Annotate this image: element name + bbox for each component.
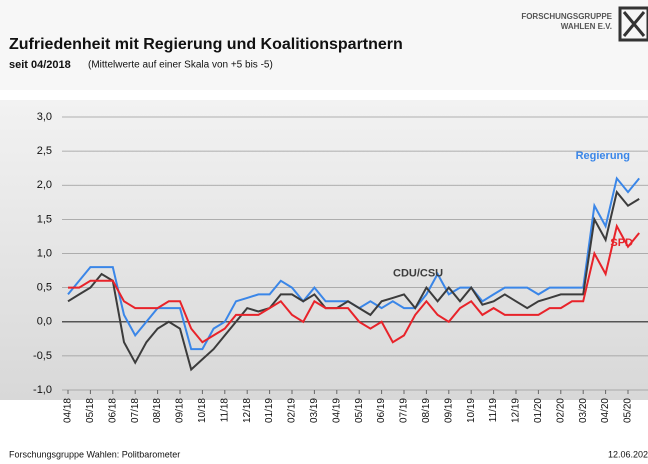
y-tick-label: 0,5 [37, 282, 52, 294]
x-tick-label: 01/20 [533, 398, 544, 423]
x-tick-label: 11/18 [219, 398, 230, 423]
x-tick-label: 10/18 [197, 398, 208, 423]
chart-title: Zufriedenheit mit Regierung und Koalitio… [9, 36, 403, 53]
x-tick-label: 03/19 [309, 398, 320, 423]
x-tick-label: 10/19 [466, 398, 477, 423]
lines [67, 176, 640, 372]
subtitle: seit 04/2018 [9, 59, 71, 71]
header-background [0, 0, 648, 90]
y-tick-label: -0,5 [33, 350, 52, 362]
y-tick-label: 2,0 [37, 179, 52, 191]
x-tick-label: 12/18 [242, 398, 253, 423]
date: 12.06.202 [608, 449, 648, 459]
x-tick-label: 12/19 [511, 398, 522, 423]
logo-text: WAHLEN E.V. [561, 22, 612, 31]
y-tick-label: 1,5 [37, 213, 52, 225]
x-tick-label: 09/19 [443, 398, 454, 423]
y-tick-label: -1,0 [33, 384, 52, 396]
x-tick-label: 06/19 [376, 398, 387, 423]
x-tick-label: 05/20 [623, 398, 634, 423]
x-tick-label: 08/18 [152, 398, 163, 423]
x-tick-label: 04/20 [600, 398, 611, 423]
x-tick-label: 03/20 [578, 398, 589, 423]
x-tick-label: 07/19 [399, 398, 410, 423]
x-tick-label: 11/19 [488, 398, 499, 423]
logo-icon [618, 6, 648, 42]
x-tick-label: 02/20 [555, 398, 566, 423]
series-label: CDU/CSU [393, 268, 443, 280]
series-line [67, 189, 640, 372]
x-tick-label: 04/18 [63, 398, 74, 423]
x-tick-label: 06/18 [107, 398, 118, 423]
source: Forschungsgruppe Wahlen: Politbarometer [9, 449, 180, 459]
x-tick-label: 01/19 [264, 398, 275, 423]
logo-text: FORSCHUNGSGRUPPE [521, 12, 612, 21]
x-tick-label: 08/19 [421, 398, 432, 423]
subtitle-note: (Mittelwerte auf einer Skala von +5 bis … [88, 60, 273, 71]
x-tick-label: 05/19 [354, 398, 365, 423]
x-tick-label: 04/19 [331, 398, 342, 423]
y-tick-label: 1,0 [37, 247, 52, 259]
y-tick-label: 0,0 [37, 316, 52, 328]
x-tick-label: 05/18 [85, 398, 96, 423]
series-label: Regierung [576, 150, 630, 162]
x-tick-label: 09/18 [175, 398, 186, 423]
x-tick-label: 02/19 [287, 398, 298, 423]
series-label: SPD [610, 237, 633, 249]
x-tick-label: 07/18 [130, 398, 141, 423]
y-tick-label: 3,0 [37, 111, 52, 123]
plot-background [0, 100, 648, 400]
y-tick-label: 2,5 [37, 145, 52, 157]
series-line [68, 223, 640, 344]
